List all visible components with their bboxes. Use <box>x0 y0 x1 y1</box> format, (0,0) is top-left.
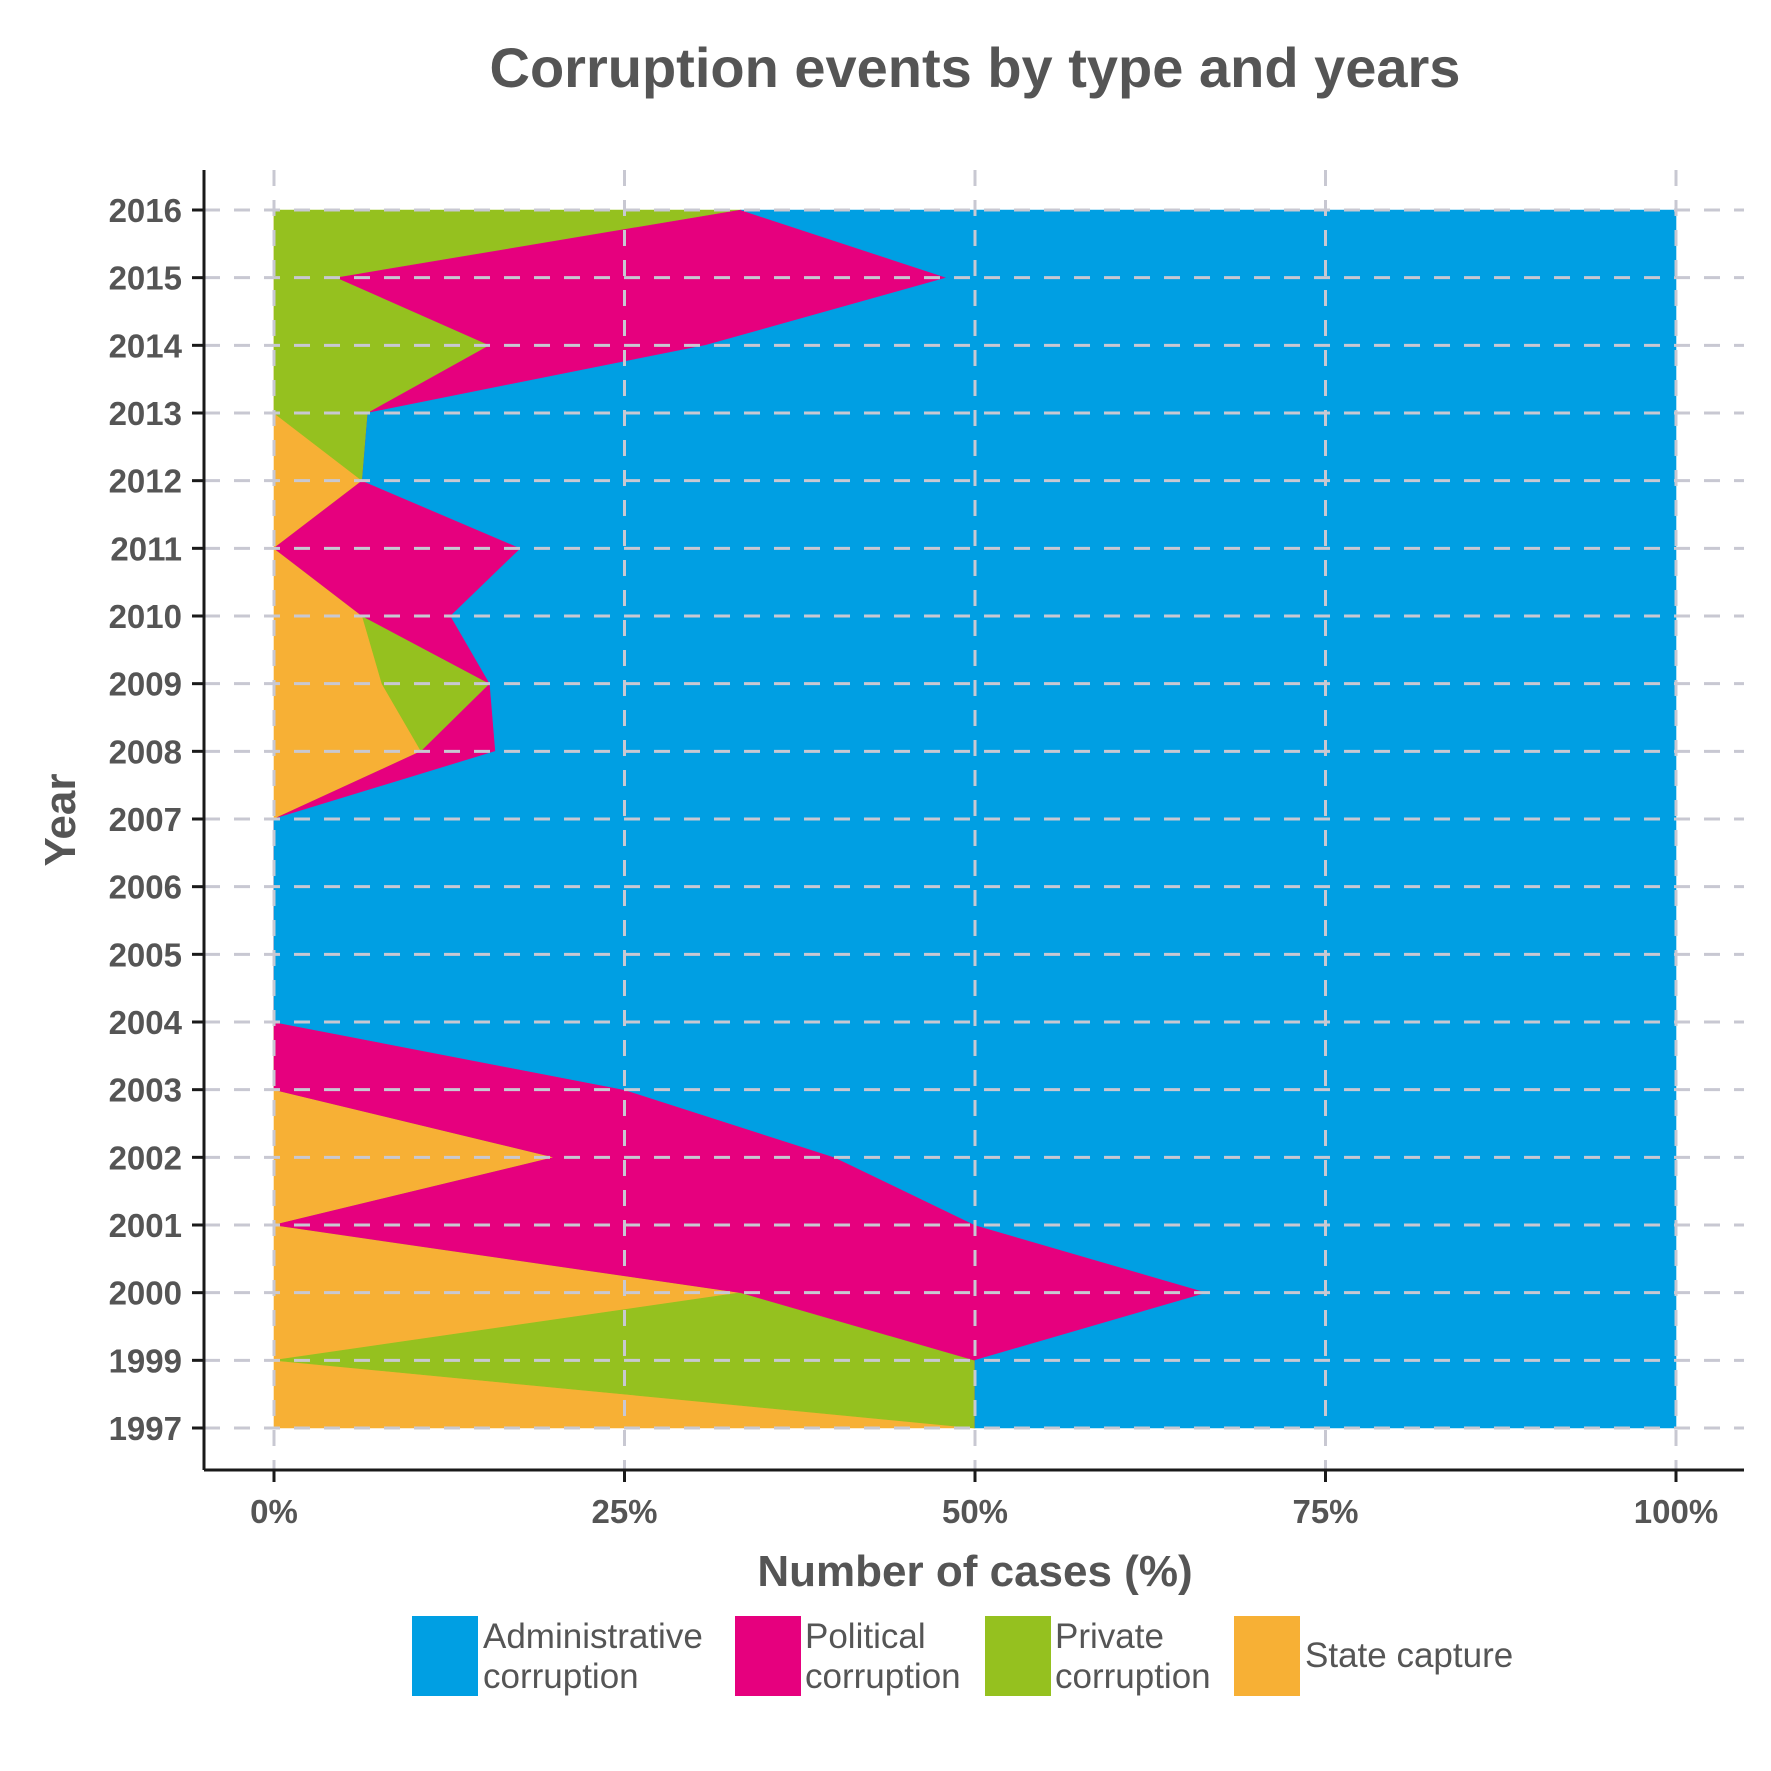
y-tick-label: 2016 <box>109 192 182 229</box>
y-tick-label: 2008 <box>109 733 182 770</box>
y-tick-label: 1999 <box>109 1342 182 1379</box>
legend-label: Political corruption <box>805 1617 961 1696</box>
y-tick-label: 2005 <box>109 936 182 973</box>
legend-label: State capture <box>1305 1636 1513 1675</box>
gridlines <box>204 170 1744 1470</box>
y-tick-label: 1997 <box>109 1410 182 1447</box>
y-tick-label: 2012 <box>109 463 182 500</box>
legend-key <box>985 1616 1051 1696</box>
x-tick-label: 50% <box>942 1493 1008 1530</box>
y-tick-label: 2010 <box>109 598 182 635</box>
y-tick-label: 2011 <box>110 530 182 567</box>
y-tick-label: 2004 <box>109 1004 183 1041</box>
y-axis-ticks: 1997 1999 2000 2001 2002 2003 2004 2005 2006 2007… <box>109 192 204 1447</box>
y-tick-label: 2015 <box>109 260 182 297</box>
legend-label: Administrative corruption <box>483 1617 703 1696</box>
y-tick-label: 2000 <box>109 1275 182 1312</box>
y-tick-label: 2007 <box>109 801 182 838</box>
chart-title: Corruption events by type and years <box>490 36 1461 99</box>
x-axis-ticks: 0% 25% 50% 75% 100% <box>250 1470 1718 1530</box>
y-tick-label: 2014 <box>109 327 183 364</box>
x-axis-title: Number of cases (%) <box>757 1547 1192 1596</box>
y-tick-label: 2003 <box>109 1072 182 1109</box>
legend: Administrative corruption Political corrupt… <box>412 1616 1513 1696</box>
y-axis-title: Year <box>36 774 85 867</box>
y-tick-label: 2002 <box>109 1139 182 1176</box>
y-tick-label: 2013 <box>109 395 182 432</box>
legend-key <box>1234 1616 1300 1696</box>
x-tick-label: 75% <box>1292 1493 1358 1530</box>
legend-key <box>735 1616 801 1696</box>
x-tick-label: 25% <box>591 1493 657 1530</box>
legend-label: Private corruption <box>1055 1617 1211 1696</box>
y-tick-label: 2009 <box>109 666 182 703</box>
y-tick-label: 2006 <box>109 869 182 906</box>
x-tick-label: 0% <box>250 1493 298 1530</box>
y-tick-label: 2001 <box>109 1207 182 1244</box>
legend-key <box>412 1616 478 1696</box>
x-tick-label: 100% <box>1634 1493 1718 1530</box>
